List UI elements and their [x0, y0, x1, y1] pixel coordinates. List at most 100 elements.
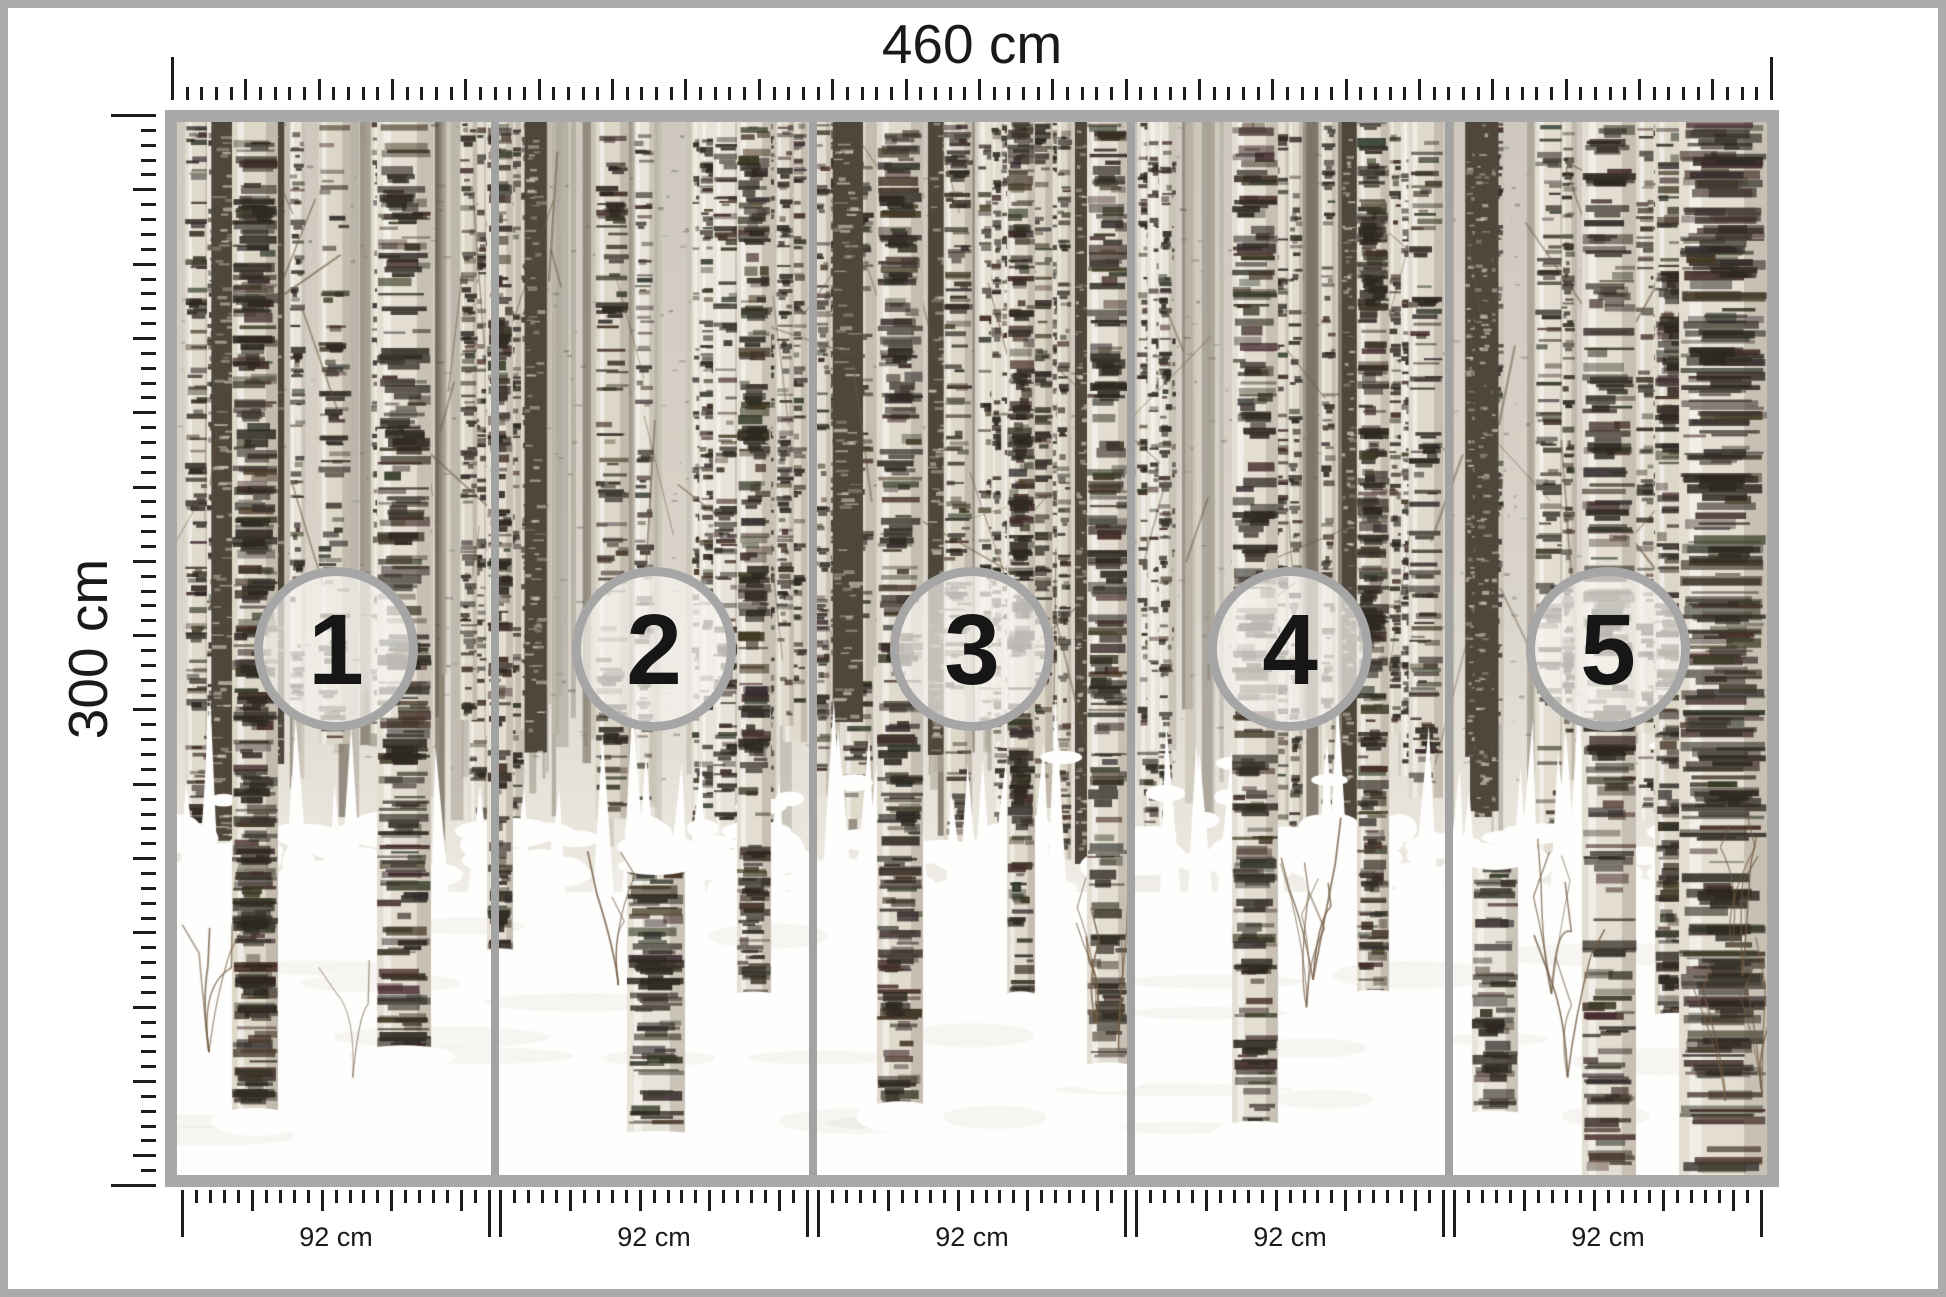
- ruler-tick: [699, 87, 703, 100]
- ruler-tick: [1021, 87, 1025, 100]
- ruler-tick: [141, 678, 156, 682]
- panel-width-label: 92 cm: [1571, 1222, 1645, 1252]
- ruler-tick: [141, 1094, 156, 1098]
- ruler-tick: [1285, 87, 1289, 100]
- ruler-tick: [141, 604, 156, 608]
- ruler-tick: [900, 1190, 904, 1203]
- ruler-tick: [801, 87, 805, 100]
- ruler-tick: [1676, 1190, 1680, 1203]
- panel-number: 3: [944, 594, 1000, 706]
- ruler-tick: [750, 1190, 754, 1203]
- ruler-tick: [141, 247, 156, 251]
- ruler-tick: [1358, 1190, 1362, 1203]
- ruler-tick: [845, 87, 849, 100]
- ruler-tick: [998, 1190, 1002, 1203]
- ruler-tick: [133, 188, 156, 192]
- ruler-tick: [1520, 87, 1524, 100]
- ruler-tick: [141, 292, 156, 296]
- ruler-tick: [523, 87, 527, 100]
- ruler-tick: [1330, 1190, 1334, 1203]
- ruler-tick: [1288, 1190, 1292, 1203]
- ruler-tick: [449, 87, 453, 100]
- ruler-tick: [111, 114, 156, 117]
- ruler-tick: [141, 589, 156, 593]
- ruler-tick: [1400, 1190, 1404, 1203]
- ruler-tick: [1204, 1190, 1208, 1211]
- ruler-tick: [919, 87, 923, 100]
- bottom-ruler-segment: [495, 1190, 813, 1238]
- ruler-tick: [914, 1190, 918, 1203]
- ruler-tick: [596, 87, 600, 100]
- ruler-tick: [694, 1190, 698, 1203]
- ruler-tick: [141, 946, 156, 950]
- left-ruler: [110, 114, 156, 1187]
- ruler-tick: [1149, 1190, 1152, 1203]
- ruler-tick: [787, 87, 791, 100]
- ruler-tick: [141, 500, 156, 504]
- ruler-tick: [1036, 87, 1040, 100]
- ruler-tick: [141, 307, 156, 311]
- ruler-tick: [1260, 1190, 1264, 1203]
- ruler-tick: [860, 87, 864, 100]
- ruler-tick: [831, 79, 835, 100]
- ruler-tick: [141, 753, 156, 756]
- ruler-tick: [141, 173, 156, 177]
- ruler-tick: [1579, 87, 1583, 100]
- ruler-tick: [306, 1190, 310, 1203]
- ruler-tick: [540, 1190, 544, 1203]
- ruler-tick: [1432, 87, 1436, 100]
- ruler-tick: [141, 767, 156, 771]
- ruler-tick: [1124, 1190, 1127, 1237]
- ruler-tick: [1638, 79, 1641, 100]
- ruler-tick: [1491, 79, 1495, 100]
- ruler-tick: [1564, 79, 1568, 100]
- ruler-tick: [320, 1190, 324, 1211]
- ruler-tick: [1372, 1190, 1376, 1203]
- panel-divider: [1445, 122, 1453, 1175]
- ruler-tick: [195, 1190, 198, 1203]
- ruler-tick: [792, 1190, 795, 1203]
- ruler-tick: [133, 1154, 156, 1158]
- ruler-tick: [778, 1190, 782, 1211]
- ruler-tick: [1026, 1190, 1030, 1211]
- ruler-tick: [391, 79, 394, 100]
- ruler-tick: [640, 87, 644, 100]
- ruler-tick: [743, 87, 747, 100]
- ruler-tick: [208, 1190, 212, 1203]
- ruler-tick: [772, 87, 776, 100]
- ruler-tick: [1662, 1190, 1666, 1211]
- ruler-tick: [292, 1190, 296, 1203]
- ruler-tick: [141, 1020, 156, 1024]
- ruler-tick: [1667, 87, 1671, 100]
- ruler-tick: [728, 87, 732, 100]
- ruler-tick: [1746, 1190, 1749, 1203]
- ruler-tick: [1256, 87, 1260, 100]
- ruler-tick: [141, 218, 156, 221]
- ruler-tick: [141, 663, 156, 667]
- ruler-tick: [133, 336, 156, 340]
- ruler-tick: [1300, 87, 1304, 100]
- ruler-tick: [259, 87, 262, 100]
- ruler-tick: [376, 87, 380, 100]
- ruler-tick: [1068, 1190, 1072, 1203]
- ruler-tick: [596, 1190, 600, 1203]
- ruler-tick: [141, 990, 156, 994]
- panel-divider: [809, 122, 817, 1175]
- ruler-tick: [141, 128, 156, 132]
- ruler-tick: [669, 87, 673, 100]
- ruler-tick: [181, 1190, 184, 1237]
- ruler-tick: [1480, 1190, 1484, 1203]
- ruler-tick: [638, 1190, 642, 1211]
- ruler-tick: [508, 87, 512, 100]
- ruler-tick: [1109, 87, 1113, 100]
- ruler-tick: [537, 79, 541, 100]
- ruler-tick: [200, 87, 204, 100]
- ruler-tick: [956, 1190, 960, 1211]
- ruler-tick: [1476, 87, 1480, 100]
- ruler-tick: [332, 87, 336, 100]
- ruler-tick: [1095, 87, 1099, 100]
- ruler-tick: [273, 87, 277, 100]
- ruler-tick: [1564, 1190, 1568, 1203]
- ruler-tick: [1592, 1190, 1596, 1211]
- panel-width-label: 92 cm: [617, 1222, 691, 1252]
